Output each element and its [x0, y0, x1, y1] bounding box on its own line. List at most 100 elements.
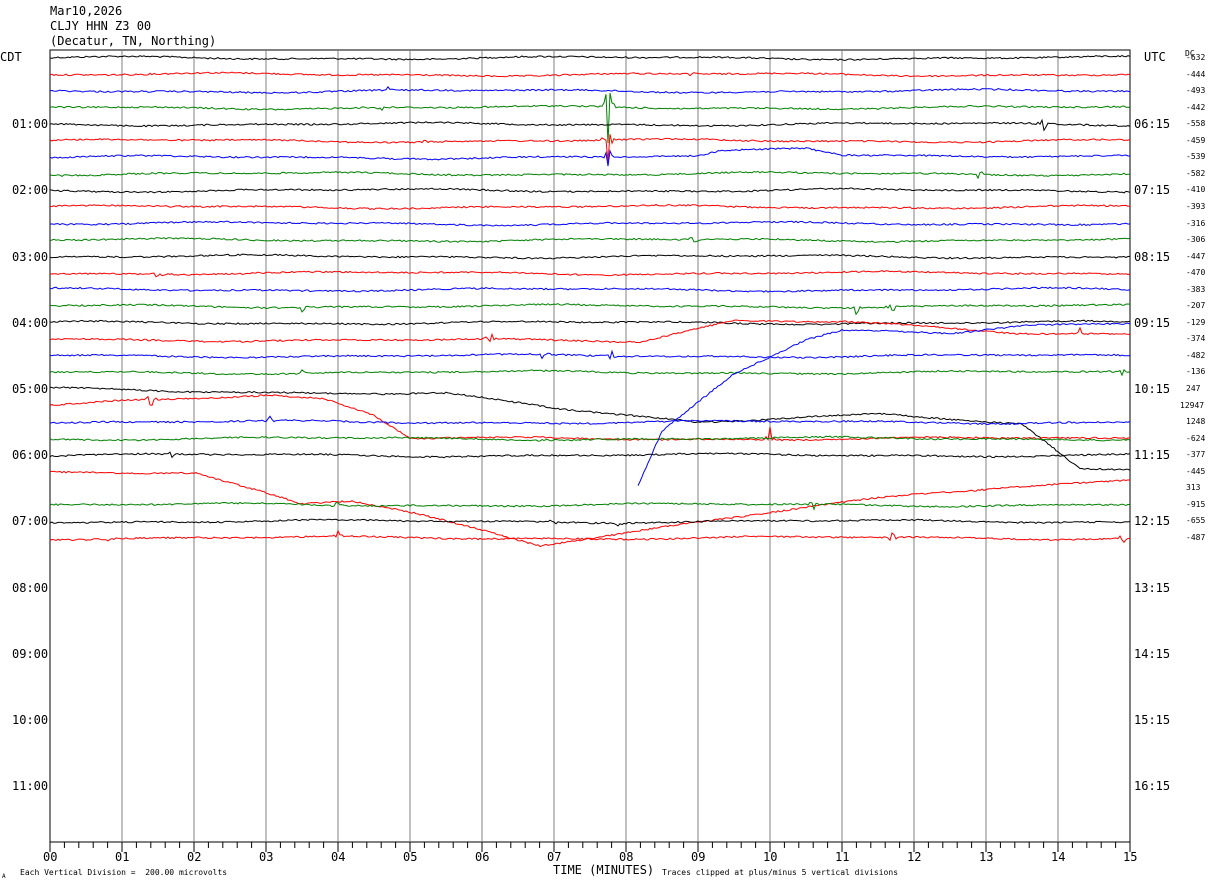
dc-offset-label: 313: [1186, 483, 1201, 493]
x-tick-label: 11: [835, 850, 850, 864]
station-location: (Decatur, TN, Northing): [50, 34, 217, 48]
seismic-trace: [49, 529, 1130, 544]
seismic-trace: [49, 451, 1131, 459]
right-hour-label: 15:15: [1134, 713, 1171, 727]
dc-offset-label: 1248: [1186, 417, 1206, 427]
x-tick-label: 14: [1051, 850, 1066, 864]
right-hour-label: 12:15: [1134, 514, 1171, 529]
x-tick-label: 06: [475, 850, 490, 864]
seismic-trace: [49, 71, 1131, 78]
x-tick-label: 10: [763, 850, 778, 864]
seismic-trace: [49, 92, 1131, 144]
seismic-trace: [49, 187, 1131, 194]
right-hour-label: 11:15: [1134, 448, 1171, 463]
seismic-trace: [49, 118, 1131, 132]
seismic-trace: [49, 415, 1131, 426]
station-code: CLJY HHN Z3 00: [50, 19, 152, 33]
dc-offset-label: -493: [1186, 86, 1206, 96]
left-hour-label: 11:00: [12, 779, 49, 794]
seismic-trace: [49, 368, 1131, 377]
dc-offset-label: 12947: [1180, 400, 1205, 410]
right-hour-label: 07:15: [1134, 183, 1171, 198]
left-hour-label: 02:00: [12, 183, 49, 198]
right-hour-label: 09:15: [1134, 315, 1171, 330]
right-hour-label: 14:15: [1134, 646, 1171, 661]
x-tick-label: 05: [403, 850, 418, 864]
left-hour-label: 08:00: [12, 580, 49, 595]
seismic-trace: [49, 134, 1131, 162]
right-hour-label: 10:15: [1134, 382, 1171, 396]
dc-offset-label: -410: [1186, 185, 1206, 195]
seismic-trace: [49, 237, 1131, 243]
left-hour-label: 03:00: [12, 249, 49, 264]
seismic-trace: [49, 435, 1131, 442]
x-tick-label: 15: [1123, 850, 1138, 864]
chart-date: Mar10,2026: [50, 4, 123, 18]
dc-offset-label: -624: [1186, 433, 1206, 443]
seismic-trace: [49, 270, 1131, 278]
left-timezone-label: CDT: [0, 50, 22, 64]
left-hour-label: 09:00: [12, 646, 49, 661]
seismic-trace: [49, 501, 1131, 511]
dc-offset-label: -316: [1186, 218, 1206, 228]
right-timezone-label: UTC: [1144, 50, 1166, 64]
seismic-trace: [49, 386, 1131, 471]
dc-offset-label: -539: [1186, 152, 1206, 162]
x-tick-label: 12: [907, 850, 922, 864]
x-tick-label: 00: [43, 850, 58, 864]
x-tick-label: 03: [259, 850, 274, 864]
x-tick-label: 04: [331, 850, 346, 864]
dc-offset-label: -482: [1186, 350, 1206, 360]
dc-offset-label: 247: [1186, 384, 1201, 393]
seismic-trace: [49, 470, 1131, 548]
dc-offset-label: -582: [1186, 168, 1206, 178]
dc-offset-label: -393: [1186, 201, 1206, 211]
seismic-trace: [49, 319, 1131, 344]
dc-offset-label: -377: [1186, 450, 1206, 460]
seismic-trace: [49, 286, 1131, 293]
dc-offset-label: -632: [1186, 53, 1206, 62]
dc-offset-label: -655: [1186, 516, 1206, 526]
x-tick-label: 13: [979, 850, 994, 864]
left-hour-label: 01:00: [12, 117, 49, 132]
dc-offset-label: -374: [1186, 334, 1206, 344]
dc-offset-label: -136: [1186, 367, 1206, 377]
dc-offset-label: -459: [1186, 135, 1206, 145]
x-tick-label: 08: [619, 850, 634, 864]
right-hour-label: 08:15: [1134, 249, 1171, 264]
dc-offset-label: -129: [1186, 317, 1206, 327]
x-tick-label: 09: [691, 850, 706, 864]
right-hour-label: 13:15: [1134, 580, 1171, 595]
clip-note: Traces clipped at plus/minus 5 vertical …: [662, 868, 899, 877]
dc-offset-label: -207: [1186, 301, 1206, 311]
seismic-trace: [49, 170, 1131, 180]
scale-note: Each Vertical Division = 200.00 microvol…: [20, 868, 228, 877]
dc-offset-label: -306: [1186, 235, 1206, 245]
dc-offset-label: -444: [1186, 69, 1206, 79]
seismic-trace: [49, 55, 1131, 62]
seismic-trace: [49, 394, 1131, 442]
x-axis-label: TIME (MINUTES): [553, 863, 655, 877]
dc-offset-label: -445: [1186, 466, 1206, 476]
dc-offset-label: -558: [1186, 119, 1206, 129]
dc-offset-label: -487: [1186, 532, 1206, 542]
dc-offset-label: -442: [1186, 102, 1206, 112]
left-hour-label: 05:00: [12, 382, 49, 396]
right-hour-label: 06:15: [1134, 117, 1171, 132]
dc-offset-header: DC: [1185, 49, 1195, 58]
seismic-trace: [49, 349, 1131, 361]
dc-offset-label: -447: [1186, 251, 1206, 261]
right-hour-label: 16:15: [1134, 779, 1171, 794]
seismic-trace: [637, 322, 1131, 486]
seismic-trace: [49, 85, 1131, 94]
x-tick-label: 02: [187, 850, 202, 864]
dc-offset-label: -383: [1186, 284, 1206, 294]
plot-frame: [49, 49, 1131, 843]
dc-offset-label: -915: [1186, 499, 1206, 509]
x-tick-label: 01: [115, 850, 130, 864]
x-tick-label: 07: [547, 850, 562, 864]
left-hour-label: 07:00: [12, 514, 49, 529]
corner-mark: A: [2, 873, 6, 880]
seismic-trace: [49, 203, 1131, 211]
